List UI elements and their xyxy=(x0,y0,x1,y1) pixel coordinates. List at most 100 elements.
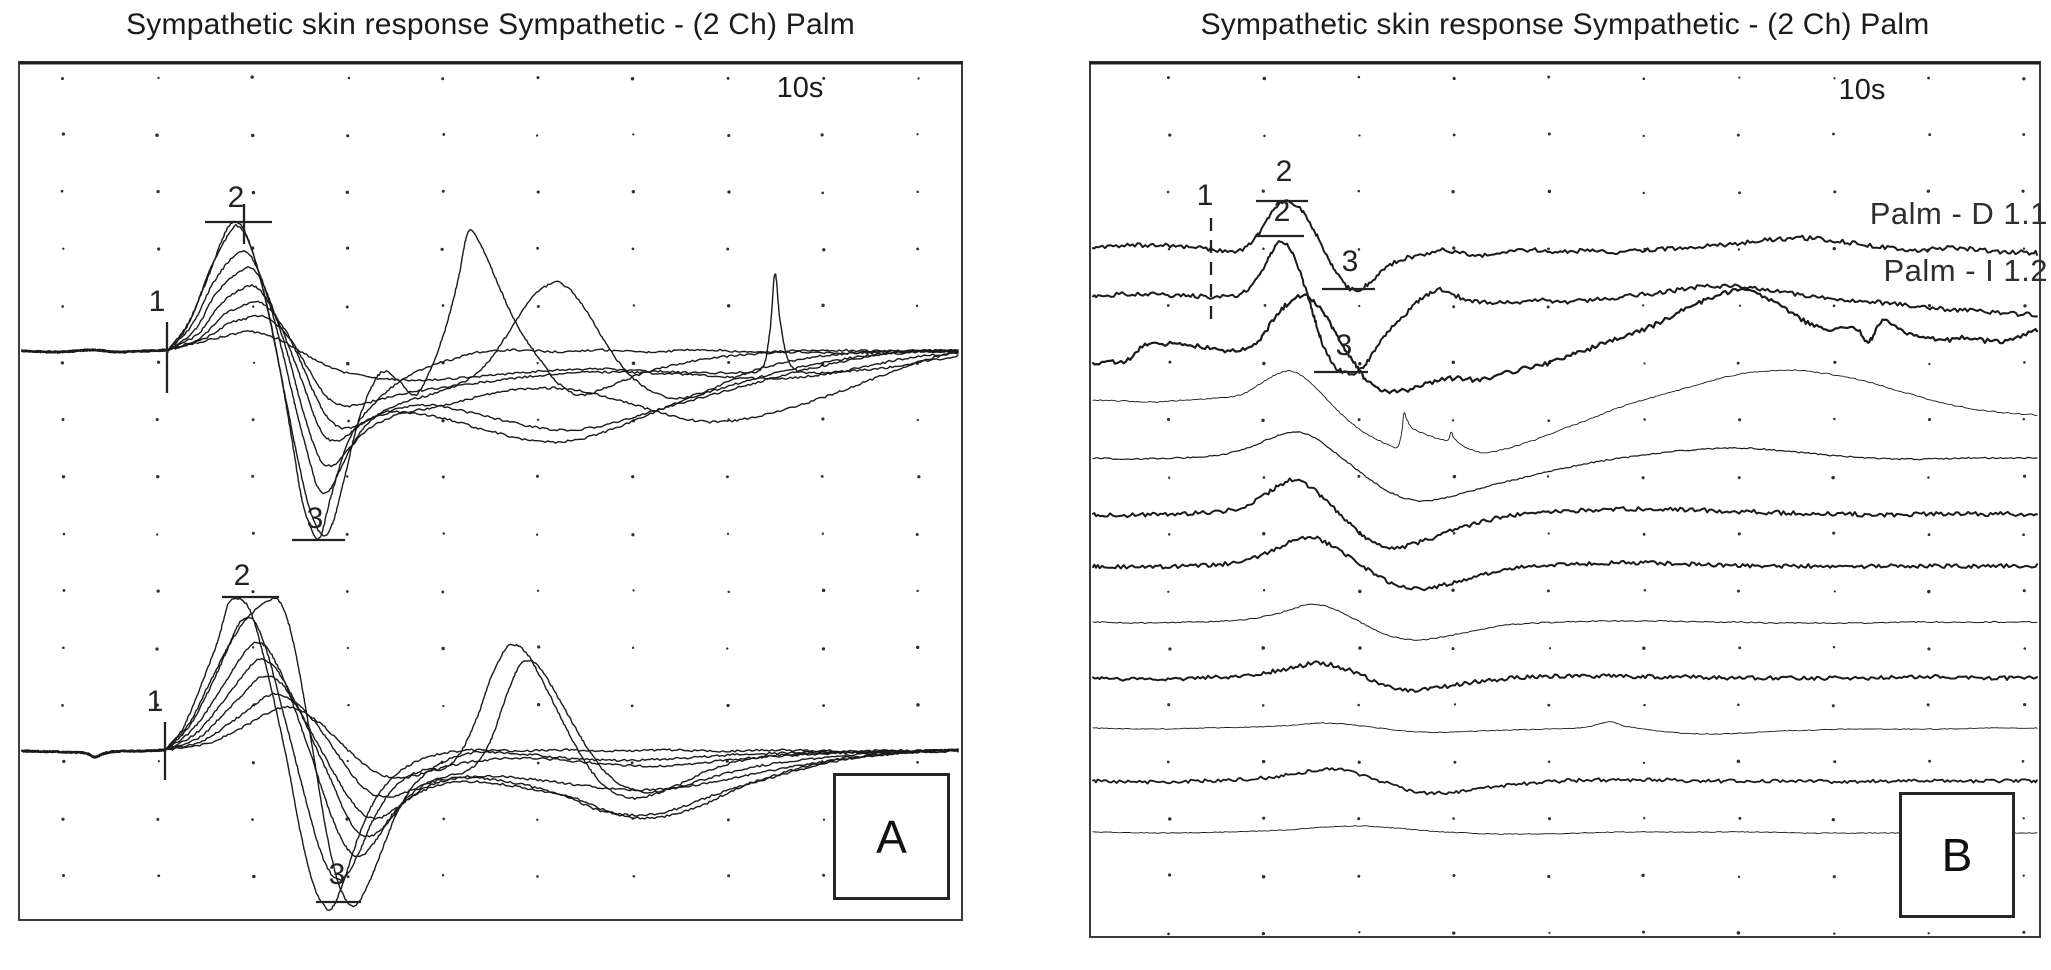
grid-dot xyxy=(916,418,919,422)
grid-dot xyxy=(2023,703,2027,707)
grid-dot xyxy=(1168,817,1172,821)
grid-dot xyxy=(1263,134,1266,138)
grid-dot xyxy=(535,474,540,478)
grid-dot xyxy=(1927,533,1931,537)
grid-dot xyxy=(251,761,255,765)
grid-dot xyxy=(536,875,539,878)
grid-dot xyxy=(1261,189,1265,193)
grid-dot xyxy=(536,702,541,707)
grid-dot xyxy=(1642,930,1645,934)
panel-a-timebase-label: 10s xyxy=(776,72,824,104)
grid-dot xyxy=(821,588,826,593)
ssr-trace-trial-8 xyxy=(1092,603,2038,641)
ssr-trace-trial-3 xyxy=(1091,287,2039,395)
grid-dot xyxy=(1737,589,1740,593)
grid-dot xyxy=(157,76,160,80)
grid-dot xyxy=(441,189,445,193)
grid-dot xyxy=(251,418,255,422)
grid-dot xyxy=(156,474,160,479)
grid-dot xyxy=(1643,418,1646,421)
panel-b-corner-box: B xyxy=(1899,792,2015,918)
grid-dot xyxy=(1832,132,1835,136)
grid-dot xyxy=(1261,646,1266,650)
grid-dot xyxy=(632,304,636,307)
panel-b-title: Sympathetic skin response Sympathetic - … xyxy=(1200,8,1930,41)
ssr-trace-trial-6 xyxy=(1092,477,2038,550)
grid-dot xyxy=(1546,475,1550,478)
grid-dot xyxy=(1833,190,1837,194)
grid-dot xyxy=(536,589,540,592)
grid-dot xyxy=(441,419,445,423)
grid-dot xyxy=(1928,759,1932,763)
grid-dot xyxy=(441,646,445,651)
grid-dot xyxy=(1168,873,1172,877)
grid-dot xyxy=(2022,77,2026,81)
grid-dot xyxy=(1547,703,1551,707)
grid-dot xyxy=(1736,361,1740,365)
grid-dot xyxy=(1546,589,1550,593)
grid-dot xyxy=(1927,417,1932,422)
grid-dot xyxy=(1737,875,1741,878)
ssr-trace-ch2-sweep-2 xyxy=(21,597,959,908)
grid-dot xyxy=(727,590,730,594)
grid-dot xyxy=(1452,474,1457,479)
marker-label: 2 xyxy=(228,181,245,214)
grid-dot xyxy=(1261,418,1265,423)
grid-dot xyxy=(1642,77,1646,81)
grid-dot xyxy=(1262,76,1267,81)
grid-dot xyxy=(62,759,66,764)
grid-dot xyxy=(1168,360,1172,364)
ssr-trace-ch1-sweep-5 xyxy=(21,283,959,444)
grid-dot xyxy=(727,874,731,878)
grid-dot xyxy=(62,532,66,536)
ssr-trace-trial-9 xyxy=(1092,660,2038,693)
grid-dot xyxy=(441,874,445,877)
grid-dot xyxy=(1737,703,1740,707)
grid-dot xyxy=(1167,476,1171,479)
grid-dot xyxy=(1738,191,1741,195)
grid-dot xyxy=(727,190,731,194)
grid-dot xyxy=(155,133,159,138)
ssr-trace-ch2-sweep-3 xyxy=(21,616,959,882)
grid-dot xyxy=(1262,589,1266,592)
grid-dot xyxy=(822,818,826,821)
grid-dot xyxy=(536,418,540,422)
grid-dot xyxy=(630,704,634,708)
grid-dot xyxy=(820,474,824,478)
grid-dot xyxy=(1452,246,1456,250)
grid-dot xyxy=(630,761,634,765)
grid-dot xyxy=(631,533,635,537)
grid-dot xyxy=(2022,817,2025,820)
grid-dot xyxy=(62,247,65,250)
grid-dot xyxy=(1167,248,1171,251)
grid-dot xyxy=(1452,76,1456,81)
grid-dot xyxy=(1263,303,1267,307)
grid-dot xyxy=(1737,248,1741,251)
grid-dot xyxy=(345,246,350,250)
panel-a-corner-box: A xyxy=(833,773,950,900)
marker-label: 1 xyxy=(147,685,164,718)
grid-dot xyxy=(1167,703,1171,707)
grid-dot xyxy=(1451,419,1455,422)
grid-dot xyxy=(1452,817,1455,820)
grid-dot xyxy=(821,417,825,421)
panel-b-timebase-label: 10s xyxy=(1838,74,1886,106)
grid-dot xyxy=(1643,362,1646,365)
grid-dot xyxy=(1642,191,1645,195)
grid-dot xyxy=(916,133,919,136)
grid-dot xyxy=(536,76,540,80)
grid-dot xyxy=(345,305,349,309)
grid-dot xyxy=(2023,304,2027,308)
grid-dot xyxy=(1547,419,1551,423)
grid-dot xyxy=(156,189,160,194)
grid-dot xyxy=(1358,304,1361,308)
ssr-trace-trial-11 xyxy=(1092,767,2038,796)
grid-dot xyxy=(1833,760,1837,764)
grid-dot xyxy=(1262,532,1266,536)
grid-dot xyxy=(157,760,161,763)
grid-dot xyxy=(1927,476,1930,479)
grid-dot xyxy=(1358,589,1362,594)
marker-label: 3 xyxy=(1336,329,1353,362)
grid-dot xyxy=(915,304,919,308)
grid-dot xyxy=(1547,532,1550,535)
